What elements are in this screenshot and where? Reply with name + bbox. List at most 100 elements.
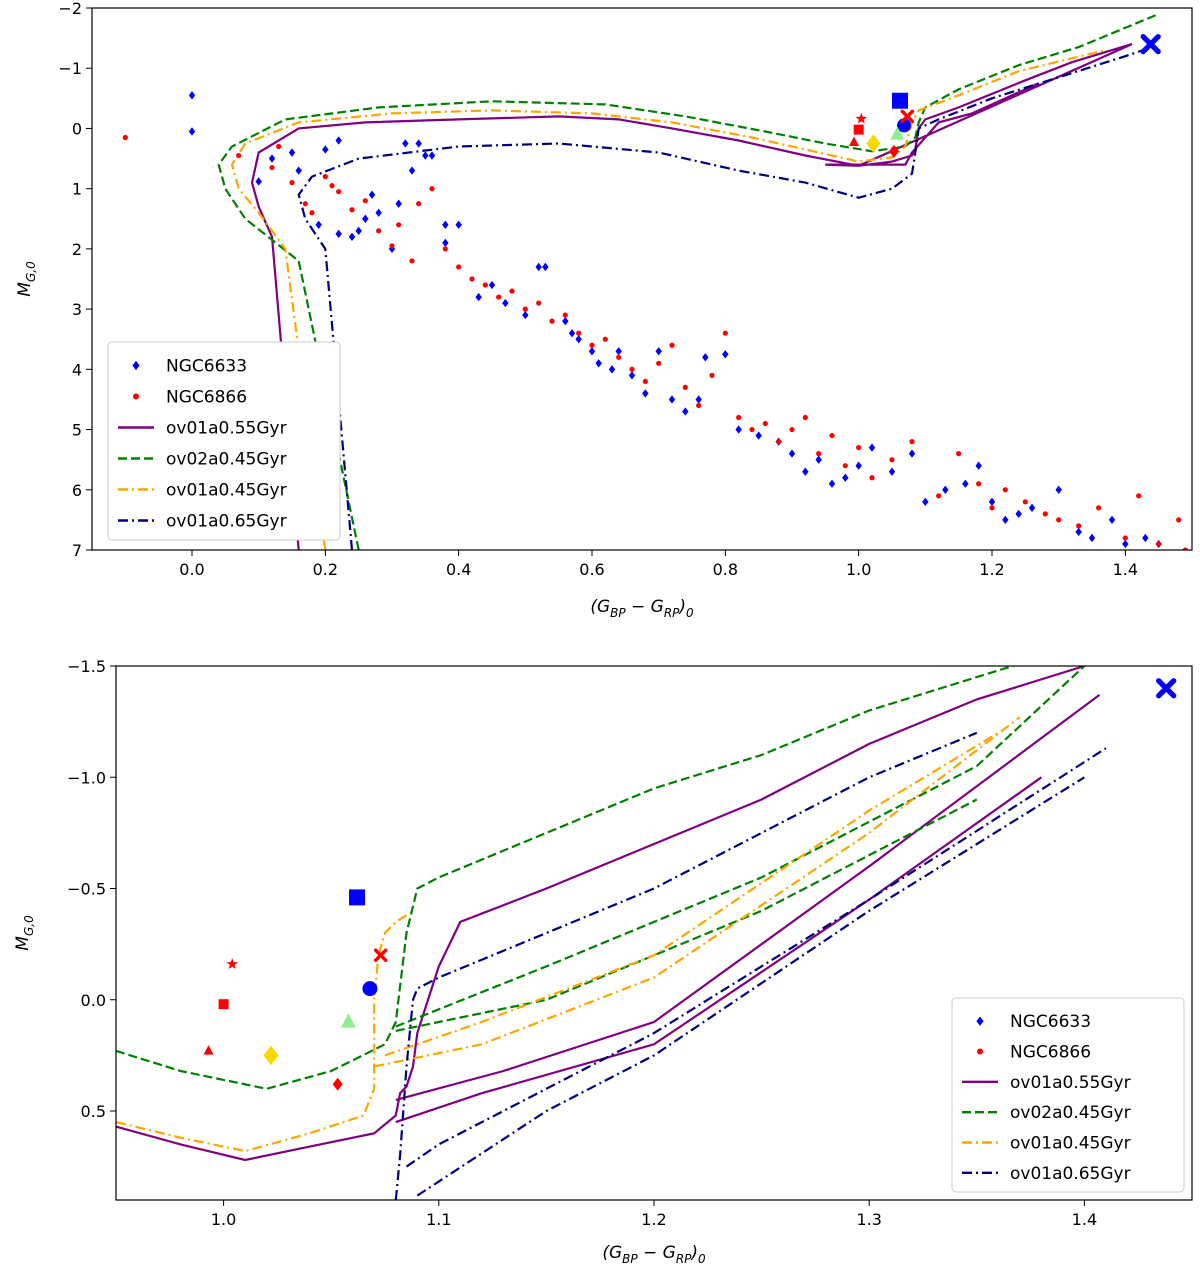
NGC6633-point <box>962 479 969 488</box>
NGC6866-point <box>536 300 542 306</box>
NGC6866-point <box>1122 535 1128 541</box>
legend: NGC6633 NGC6866 ov01a0.55Gyr ov02a0.45Gyr ov… <box>107 341 341 541</box>
special-blue-square <box>349 889 366 906</box>
NGC6866-point <box>829 432 835 439</box>
NGC6866-point <box>776 439 782 445</box>
NGC6633-point <box>402 139 409 148</box>
NGC6866-point <box>456 264 462 270</box>
special-blue-circle <box>897 118 911 133</box>
NGC6866-point <box>682 384 688 390</box>
NGC6633-point <box>188 91 196 100</box>
NGC6866-point <box>736 414 742 421</box>
legend-item: NGC6866 <box>133 388 247 408</box>
y-tick-label: 2 <box>72 240 82 259</box>
legend-item: ov01a0.55Gyr <box>118 419 287 439</box>
y-tick-label: 6 <box>72 481 82 500</box>
legend-item: ov02a0.45Gyr <box>118 450 287 470</box>
NGC6866-point <box>482 282 488 288</box>
NGC6633-point <box>668 395 676 404</box>
NGC6866-point <box>389 243 395 249</box>
special-green-triangle <box>340 1013 356 1028</box>
legend-label: ov01a0.45Gyr <box>166 481 287 501</box>
NGC6866-point <box>909 439 915 445</box>
NGC6866-point <box>956 451 962 457</box>
special-red-star <box>226 958 238 970</box>
NGC6866-point <box>1182 547 1188 550</box>
NGC6866-point <box>936 493 942 499</box>
legend-label: ov01a0.65Gyr <box>1010 1164 1131 1184</box>
NGC6633-point <box>595 359 602 368</box>
NGC6866-point <box>842 463 848 469</box>
special-green-triangle <box>890 126 905 140</box>
x-tick-label: 1.0 <box>211 1210 236 1229</box>
special-blue-square <box>892 92 908 109</box>
legend-marker <box>133 393 139 400</box>
legend-item: ov02a0.45Gyr <box>962 1103 1131 1123</box>
bottom-panel: 1.0 1.1 1.2 1.3 1.4 −1.5 −1.0 −0.5 0.0 0.5 (GBP − … <box>13 657 1193 1266</box>
NGC6633-point <box>315 220 322 229</box>
NGC6866-point <box>309 210 315 216</box>
NGC6633-point <box>922 497 929 506</box>
isochrone-ov01a0.45Gyr <box>116 914 408 1153</box>
legend-label: NGC6633 <box>166 357 247 377</box>
isochrone-ov02a0.45Gyr-branch-0 <box>395 666 1086 1028</box>
NGC6633-point <box>395 199 402 208</box>
NGC6866-point <box>469 276 475 282</box>
special-blue-x <box>1140 34 1161 55</box>
x-axis-label: (GBP − GRP)0 <box>590 597 694 620</box>
legend-label: ov01a0.55Gyr <box>1010 1073 1131 1093</box>
legend-label: NGC6633 <box>1010 1012 1091 1032</box>
NGC6866-point <box>789 426 795 433</box>
isochrone-ov01a0.55Gyr-branch-1 <box>395 776 1043 1124</box>
NGC6866-point <box>616 354 622 360</box>
NGC6866-point <box>1076 523 1082 529</box>
NGC6633-point <box>642 389 649 398</box>
NGC6633-point <box>1108 515 1116 525</box>
NGC6633-point <box>535 262 542 272</box>
NGC6866-point <box>989 505 995 511</box>
NGC6866-point <box>1136 493 1142 499</box>
NGC6866-point <box>276 143 282 150</box>
NGC6866-point <box>362 198 368 204</box>
NGC6633-point <box>422 151 429 160</box>
NGC6633-point <box>855 461 862 470</box>
special-red-triangle <box>203 1045 214 1055</box>
x-axis-label: (GBP − GRP)0 <box>602 1243 706 1266</box>
NGC6866-point <box>236 152 242 159</box>
special-red-x <box>373 948 388 962</box>
NGC6633-point <box>295 166 302 175</box>
NGC6866-point <box>302 201 308 207</box>
NGC6633-point <box>335 136 342 145</box>
legend-item: ov01a0.45Gyr <box>962 1134 1131 1154</box>
NGC6633-point <box>1015 509 1022 519</box>
special-gold-diamond <box>866 134 881 153</box>
special-blue-circle <box>362 981 378 997</box>
y-tick-label: 0.5 <box>81 1102 106 1121</box>
NGC6633-point <box>375 208 382 217</box>
NGC6633-point <box>942 485 949 494</box>
special-blue-x <box>1156 678 1177 699</box>
legend-item: NGC6633 <box>132 357 247 377</box>
axes-frame <box>91 7 1193 551</box>
NGC6633-point <box>355 226 362 235</box>
y-tick-label: 0 <box>72 119 82 138</box>
NGC6633-point <box>655 347 662 356</box>
special-red-diamond <box>889 144 899 158</box>
NGC6866-point <box>576 330 582 336</box>
NGC6633-point <box>888 467 896 476</box>
isochrone-ov01a0.45Gyr <box>230 49 1106 550</box>
NGC6633-point <box>988 497 996 506</box>
NGC6633-point <box>522 310 529 320</box>
NGC6866-point <box>522 306 528 312</box>
NGC6633-point <box>475 292 482 302</box>
NGC6633-point <box>415 139 422 148</box>
NGC6633-point <box>628 371 636 380</box>
y-tick-label: 4 <box>72 360 82 379</box>
isochrone-ov01a0.65Gyr <box>394 731 978 1200</box>
NGC6633-point <box>702 353 709 362</box>
NGC6866-point <box>696 402 702 409</box>
NGC6633-point <box>722 350 729 359</box>
NGC6866-point <box>442 246 448 252</box>
NGC6633-point <box>1142 533 1149 543</box>
legend-marker <box>977 1048 983 1055</box>
